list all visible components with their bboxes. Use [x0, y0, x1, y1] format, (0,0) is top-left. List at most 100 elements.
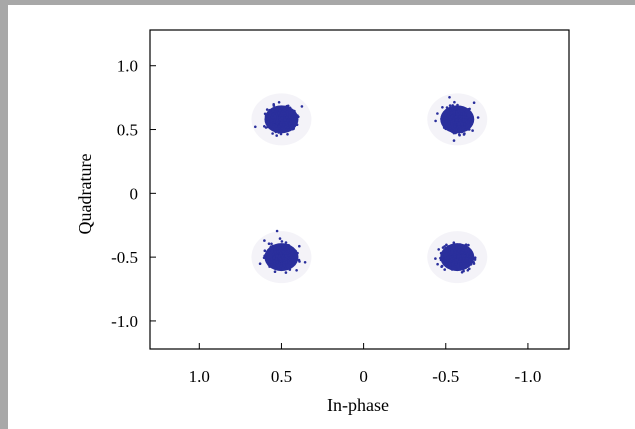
- data-point: [288, 253, 292, 257]
- x-tick-label: 1.0: [189, 367, 210, 386]
- data-point: [291, 250, 294, 254]
- data-point: [458, 111, 461, 115]
- data-point: [275, 127, 279, 131]
- data-point: [469, 119, 473, 123]
- constellation-cluster: [427, 231, 488, 284]
- data-point: [280, 107, 284, 110]
- data-point: [457, 249, 461, 253]
- data-point: [270, 242, 273, 246]
- data-point: [274, 124, 278, 128]
- data-point: [279, 267, 282, 270]
- data-point: [278, 109, 282, 113]
- data-point: [282, 123, 286, 126]
- data-point: [288, 261, 292, 265]
- data-point: [277, 105, 281, 109]
- data-point: [277, 101, 281, 104]
- data-point: [457, 245, 461, 249]
- y-tick-label: -0.5: [111, 248, 138, 267]
- data-point: [454, 263, 458, 266]
- data-point: [458, 118, 462, 122]
- data-point: [258, 262, 262, 266]
- data-point: [271, 253, 275, 256]
- data-point: [450, 111, 454, 115]
- data-point: [266, 125, 270, 129]
- data-point: [462, 111, 465, 115]
- data-point: [449, 118, 452, 121]
- data-point: [467, 123, 471, 126]
- data-point: [300, 105, 304, 108]
- data-point: [441, 246, 445, 249]
- data-point: [288, 106, 292, 110]
- data-point: [288, 122, 291, 126]
- data-point: [276, 250, 279, 254]
- frame-left-border: [0, 0, 8, 429]
- data-point: [453, 255, 457, 258]
- data-point: [450, 123, 454, 126]
- data-point: [278, 257, 282, 261]
- constellation-cluster: [251, 93, 312, 146]
- data-point: [289, 112, 293, 116]
- data-point: [450, 268, 454, 271]
- data-point: [468, 255, 472, 259]
- data-point: [476, 116, 480, 119]
- data-point: [466, 264, 470, 268]
- data-point: [282, 112, 286, 115]
- data-point: [273, 248, 276, 251]
- data-point: [454, 267, 458, 270]
- data-point: [297, 115, 300, 119]
- data-point: [285, 116, 289, 119]
- data-point: [464, 259, 468, 262]
- y-tick-label: 0: [130, 184, 139, 203]
- data-point: [466, 248, 470, 252]
- data-point: [293, 255, 296, 259]
- data-point: [439, 251, 443, 255]
- data-point: [436, 262, 439, 266]
- data-point: [458, 133, 461, 137]
- data-point: [450, 249, 454, 253]
- data-point: [451, 104, 455, 107]
- data-point: [452, 131, 456, 135]
- data-point: [459, 265, 462, 269]
- data-point: [454, 115, 458, 119]
- data-point: [448, 266, 452, 269]
- data-point: [279, 247, 282, 251]
- data-point: [457, 125, 461, 128]
- data-point: [470, 251, 474, 255]
- data-point: [274, 250, 277, 254]
- data-point: [446, 249, 450, 253]
- data-point: [444, 114, 447, 117]
- data-point: [292, 261, 295, 265]
- data-point: [465, 120, 468, 124]
- data-point: [461, 254, 465, 258]
- data-point: [462, 120, 466, 123]
- data-point: [279, 123, 283, 126]
- data-point: [283, 264, 286, 268]
- data-point: [264, 253, 268, 257]
- data-point: [463, 132, 466, 135]
- data-point: [463, 254, 467, 257]
- data-point: [275, 254, 279, 258]
- data-point: [284, 266, 287, 270]
- data-point: [447, 252, 450, 255]
- data-point: [472, 262, 476, 265]
- clusters-layer: [251, 93, 488, 284]
- data-point: [441, 106, 444, 109]
- data-point: [452, 110, 456, 114]
- data-point: [267, 117, 270, 120]
- data-point: [277, 131, 281, 134]
- data-point: [459, 262, 463, 266]
- data-point: [469, 115, 473, 119]
- data-point: [441, 115, 444, 119]
- data-point: [467, 127, 470, 130]
- data-point: [273, 119, 276, 122]
- data-point: [465, 254, 469, 258]
- data-point: [264, 256, 268, 259]
- data-point: [455, 246, 458, 249]
- data-point: [459, 257, 463, 260]
- data-point: [268, 108, 272, 112]
- data-point: [294, 249, 297, 253]
- y-tick-label: 1.0: [117, 57, 138, 76]
- data-point: [440, 117, 443, 121]
- data-point: [452, 257, 455, 260]
